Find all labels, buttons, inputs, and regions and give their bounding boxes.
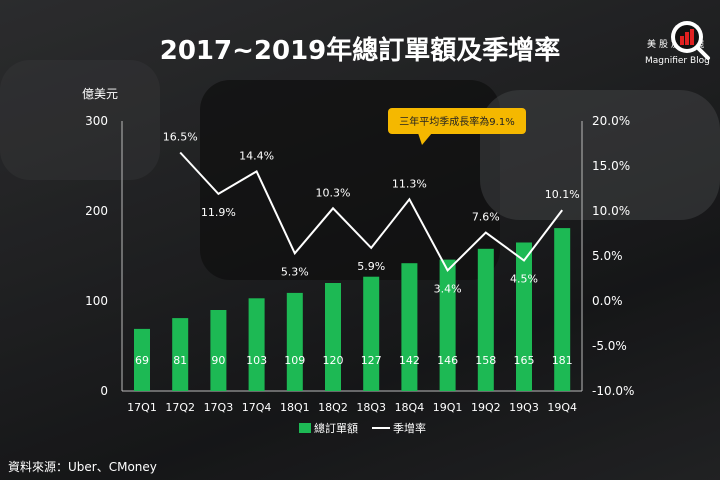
bar-17Q4 <box>248 298 265 391</box>
line-value-label: 14.4% <box>239 149 274 162</box>
y-tick-right: -5.0% <box>592 339 627 353</box>
bar-value-label: 127 <box>361 354 382 367</box>
x-tick-label: 17Q2 <box>165 401 195 414</box>
line-value-label: 5.9% <box>357 260 385 273</box>
bar-value-label: 90 <box>211 354 225 367</box>
legend-line-label: 季增率 <box>393 421 426 435</box>
bar-19Q3 <box>516 242 532 391</box>
x-tick-label: 19Q1 <box>433 401 463 414</box>
annotation-callout: 三年平均季成長率為9.1% <box>388 108 526 145</box>
magnifier-icon <box>671 21 710 60</box>
legend-bar-label: 總訂單額 <box>314 421 358 435</box>
line-value-label: 7.6% <box>472 211 500 224</box>
bar-18Q1 <box>286 292 303 391</box>
x-tick-label: 17Q3 <box>204 401 234 414</box>
bar-value-label: 158 <box>475 354 496 367</box>
x-tick-label: 17Q1 <box>127 401 157 414</box>
bar-value-label: 142 <box>399 354 420 367</box>
bar-value-label: 81 <box>173 354 187 367</box>
line-value-label: 4.5% <box>510 273 538 286</box>
bar-value-label: 120 <box>323 354 344 367</box>
logo-text-en: Magnifier Blog <box>645 56 710 66</box>
legend: 總訂單額 季增率 <box>299 421 426 435</box>
annotation-text: 三年平均季成長率為9.1% <box>399 115 514 128</box>
bar-value-label: 146 <box>437 354 458 367</box>
x-tick-label: 18Q3 <box>356 401 386 414</box>
y-tick-right: 5.0% <box>592 249 623 263</box>
line-value-label: 11.3% <box>392 177 427 190</box>
bar-value-label: 165 <box>514 354 535 367</box>
bar-18Q4 <box>401 263 418 391</box>
x-tick-label: 18Q2 <box>318 401 348 414</box>
y-tick-left: 200 <box>85 204 108 218</box>
line-value-label: 11.9% <box>201 206 236 219</box>
line-value-label: 3.4% <box>434 282 462 295</box>
y-tick-left: 0 <box>100 384 108 398</box>
bar-17Q3 <box>210 310 227 391</box>
bar-value-label: 109 <box>284 354 305 367</box>
bar-value-label: 69 <box>135 354 149 367</box>
x-tick-label: 19Q2 <box>471 401 501 414</box>
source-note: 資料來源：Uber、CMoney <box>8 460 157 474</box>
chart-title: 2017~2019年總訂單額及季增率 <box>159 36 561 66</box>
y-tick-right: 15.0% <box>592 159 630 173</box>
y-tick-right: -10.0% <box>592 384 634 398</box>
magnifier-blog-logo: 美股放大鏡 Magnifier Blog <box>600 10 720 66</box>
y-tick-right: 10.0% <box>592 204 630 218</box>
bar-19Q1 <box>439 259 456 391</box>
y-tick-right: 0.0% <box>592 294 623 308</box>
bar-18Q2 <box>325 283 341 391</box>
y-tick-right: 20.0% <box>592 114 630 128</box>
bar-19Q2 <box>477 248 494 391</box>
y-tick-left: 300 <box>85 114 108 128</box>
line-value-label: 10.1% <box>545 188 580 201</box>
bar-18Q3 <box>363 276 380 391</box>
legend-bar-swatch <box>299 423 311 433</box>
bar-19Q4 <box>554 228 571 391</box>
x-tick-label: 18Q1 <box>280 401 310 414</box>
bar-value-label: 103 <box>246 354 267 367</box>
bar-17Q1 <box>134 328 150 391</box>
x-tick-label: 18Q4 <box>395 401 425 414</box>
x-tick-label: 19Q4 <box>547 401 577 414</box>
y-axis-label-left: 億美元 <box>82 87 118 101</box>
x-tick-label: 19Q3 <box>509 401 539 414</box>
bar-17Q2 <box>172 318 189 391</box>
x-tick-label: 17Q4 <box>242 401 272 414</box>
line-value-label: 10.3% <box>316 186 351 199</box>
y-tick-left: 100 <box>85 294 108 308</box>
line-value-label: 5.3% <box>281 265 309 278</box>
bar-value-label: 181 <box>552 354 573 367</box>
line-value-label: 16.5% <box>163 131 198 144</box>
growth-rate-line <box>179 151 563 273</box>
